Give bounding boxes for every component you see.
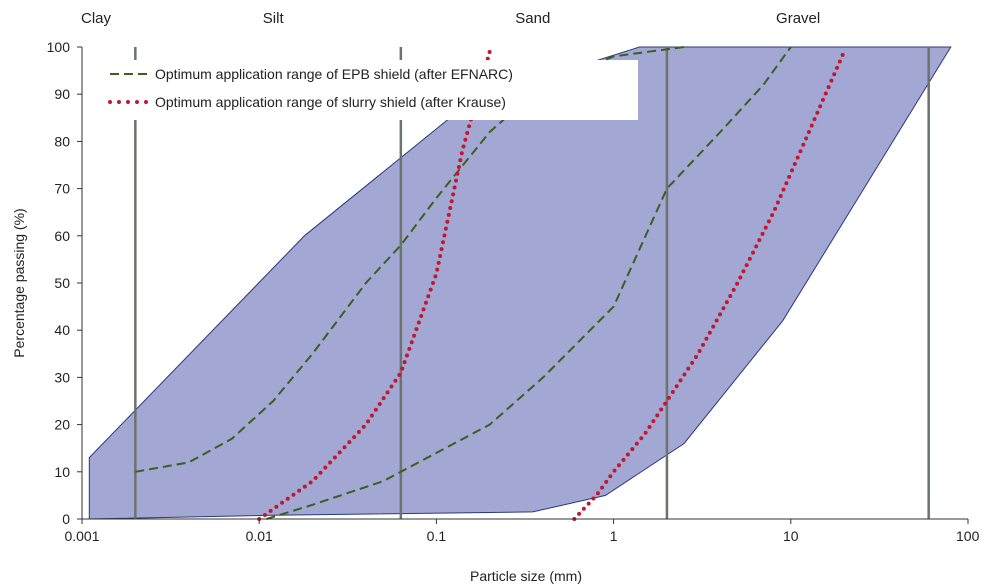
x-tick-label: 100 (956, 528, 980, 544)
y-tick-label: 60 (54, 228, 70, 244)
y-tick-label: 80 (54, 133, 70, 149)
applicability-envelope (88, 46, 952, 520)
slurry-curve-1 (572, 49, 847, 521)
y-tick-label: 90 (54, 86, 70, 102)
y-tick-label: 70 (54, 181, 70, 197)
legend: Optimum application range of EPB shield … (100, 60, 638, 120)
x-tick-label: 0.001 (64, 528, 99, 544)
legend-box (100, 60, 638, 120)
legend-label-epb: Optimum application range of EPB shield … (155, 66, 513, 82)
zone-label-clay: Clay (81, 10, 112, 27)
epb-curve-1 (266, 46, 792, 520)
x-tick-label: 0.01 (246, 528, 273, 544)
y-tick-label: 30 (54, 369, 70, 385)
x-tick-label: 1 (610, 528, 618, 544)
zone-label-silt: Silt (263, 10, 285, 27)
x-tick-label: 0.1 (427, 528, 447, 544)
x-axis-title: Particle size (mm) (470, 568, 582, 584)
y-tick-label: 100 (47, 39, 71, 55)
y-tick-label: 40 (54, 322, 70, 338)
zone-label-gravel: Gravel (776, 10, 820, 27)
y-tick-label: 10 (54, 464, 70, 480)
y-axis-title: Percentage passing (%) (11, 208, 27, 357)
legend-label-slurry: Optimum application range of slurry shie… (155, 94, 506, 110)
x-tick-label: 10 (783, 528, 799, 544)
soil-zone-labels: Clay Silt Sand Gravel (81, 10, 820, 27)
zone-label-sand: Sand (515, 10, 550, 27)
y-tick-label: 0 (62, 511, 70, 527)
y-tick-label: 20 (54, 417, 70, 433)
y-tick-label: 50 (54, 275, 70, 291)
x-axis: 0.001 0.01 0.1 1 10 100 (64, 519, 980, 544)
y-axis: 0 10 20 30 40 50 60 70 80 90 100 (47, 39, 82, 527)
